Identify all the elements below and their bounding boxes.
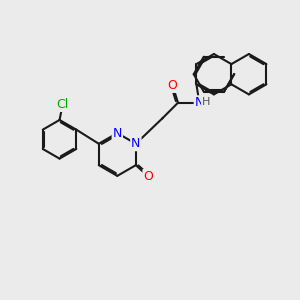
Text: O: O [168,79,178,92]
Text: H: H [202,97,210,106]
Text: N: N [112,127,122,140]
Text: Cl: Cl [56,98,68,111]
Text: N: N [131,137,140,150]
Text: N: N [195,96,204,109]
Text: O: O [143,170,153,183]
